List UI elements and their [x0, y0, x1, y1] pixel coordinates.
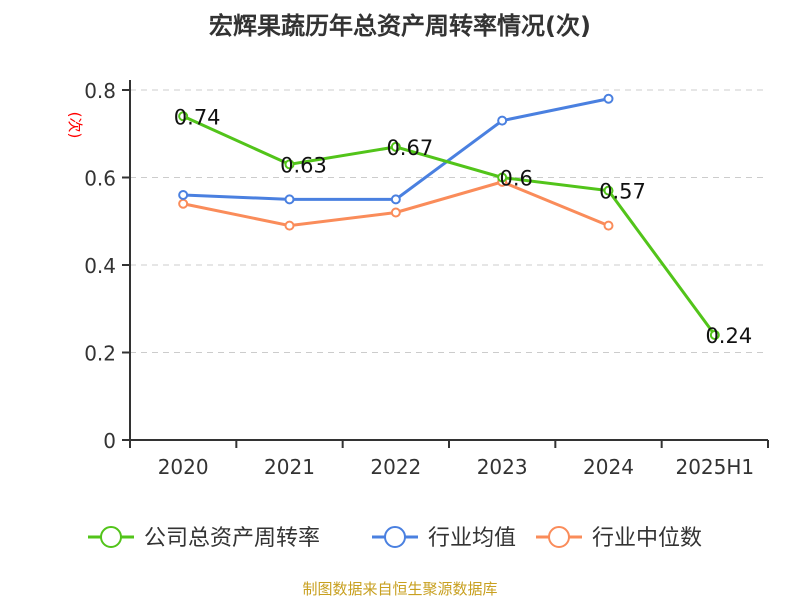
data-point — [603, 220, 614, 231]
data-point — [390, 141, 401, 152]
y-axis-label: (次) — [66, 112, 84, 139]
data-point — [497, 172, 508, 183]
data-label: 0.74 — [174, 105, 221, 129]
legend-label: 行业均值 — [428, 526, 516, 551]
data-label: 0.6 — [499, 167, 532, 191]
data-point — [178, 190, 189, 200]
data-point — [497, 115, 508, 126]
x-tick-label: 2025H1 — [675, 455, 754, 479]
legend-marker — [100, 526, 122, 548]
x-tick-label: 2020 — [158, 455, 209, 479]
data-point — [603, 185, 614, 196]
x-tick-label: 2022 — [370, 455, 421, 479]
data-point — [390, 207, 401, 218]
x-tick-label: 2024 — [583, 455, 634, 479]
legend-label: 公司总资产周转率 — [144, 526, 320, 551]
y-tick-label: 0.8 — [84, 79, 116, 103]
data-point — [390, 194, 401, 205]
chart-title: 宏辉果蔬历年总资产周转率情况(次) — [209, 12, 591, 40]
data-point — [284, 159, 295, 170]
data-label: 0.63 — [280, 153, 327, 177]
series-line — [182, 114, 717, 336]
data-point — [603, 93, 614, 104]
data-label: 0.24 — [705, 324, 752, 348]
x-tick-label: 2021 — [264, 455, 315, 479]
data-point — [284, 220, 295, 231]
data-point — [178, 198, 189, 209]
legend-marker — [384, 526, 406, 548]
legend-marker — [548, 526, 570, 548]
y-tick-label: 0.4 — [84, 254, 116, 278]
data-point — [178, 111, 189, 122]
x-tick-label: 2023 — [477, 455, 528, 479]
legend-label: 行业中位数 — [592, 526, 702, 551]
y-tick-label: 0 — [103, 429, 116, 453]
y-tick-label: 0.6 — [84, 167, 116, 191]
data-point — [709, 330, 720, 340]
source-note: 制图数据来自恒生聚源数据库 — [302, 580, 498, 598]
data-label: 0.57 — [599, 180, 646, 204]
data-label: 0.67 — [386, 136, 433, 160]
y-tick-label: 0.2 — [84, 342, 116, 366]
data-point — [284, 194, 295, 205]
